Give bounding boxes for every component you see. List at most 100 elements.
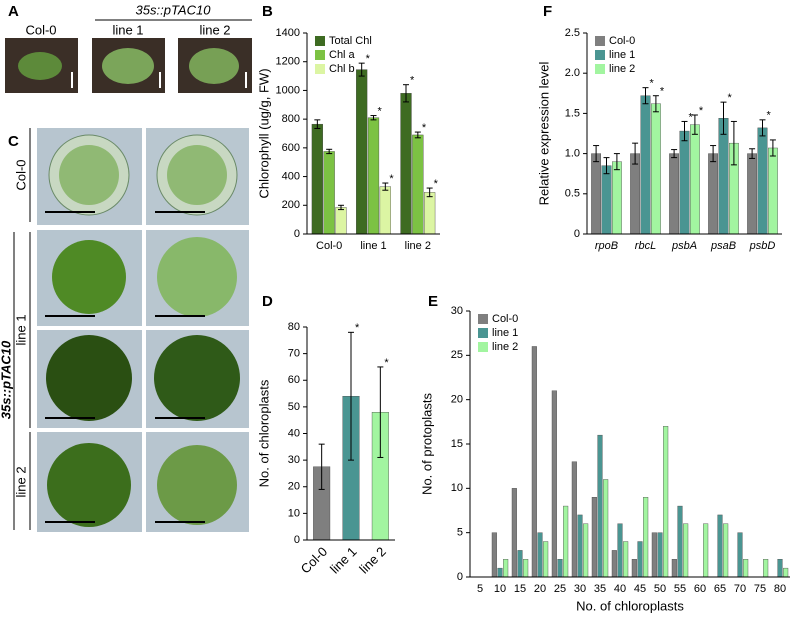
bar: [517, 550, 523, 578]
x-tick-label: line 2: [405, 240, 431, 252]
photo-label: 35s::pTAC10: [136, 2, 212, 17]
legend-label: line 1: [492, 327, 518, 339]
bar: [503, 559, 509, 578]
bar: [563, 505, 569, 578]
significance-mark: *: [366, 53, 371, 65]
x-tick-label: 40: [614, 583, 626, 595]
y-tick-label: 2.5: [565, 27, 580, 39]
x-tick-label: 15: [514, 583, 526, 595]
y-tick-label: 50: [288, 401, 300, 413]
bar: [424, 192, 436, 235]
legend-label: Col-0: [609, 35, 635, 47]
y-axis-label: Chlorophyll (ug/g, FW): [256, 68, 271, 198]
x-tick-label: 10: [494, 583, 506, 595]
panel-label: F: [543, 3, 552, 20]
bar: [367, 117, 380, 235]
y-tick-label: 800: [282, 113, 300, 125]
bar: [708, 153, 719, 235]
bar: [757, 127, 768, 235]
x-tick-label: rbcL: [635, 240, 656, 252]
x-tick-label: 55: [674, 583, 686, 595]
bar: [637, 541, 643, 578]
bar: [311, 123, 323, 235]
y-axis-label: Relative expression level: [536, 61, 551, 205]
bar: [671, 559, 677, 578]
legend-swatch: [595, 50, 605, 60]
y-tick-label: 20: [451, 394, 463, 406]
photo-label: Col-0: [25, 22, 56, 37]
y-tick-label: 5: [457, 527, 463, 539]
y-tick-label: 1.5: [565, 107, 580, 119]
bar: [583, 523, 589, 578]
significance-mark: *: [384, 357, 389, 369]
x-tick-label: 20: [534, 583, 546, 595]
x-tick-label: 50: [654, 583, 666, 595]
x-tick-label: 80: [774, 583, 786, 595]
bar: [643, 497, 649, 578]
bar: [651, 103, 661, 235]
panel-label: E: [428, 293, 438, 310]
photo-label: line 2: [13, 466, 28, 497]
legend-label: Chl a: [329, 49, 356, 61]
x-tick-label: 75: [754, 583, 766, 595]
bar: [379, 186, 391, 235]
significance-mark: *: [378, 105, 383, 117]
y-axis-label: No. of chloroplasts: [256, 379, 271, 487]
significance-mark: *: [410, 75, 415, 87]
bar: [543, 541, 549, 578]
y-tick-label: 2.0: [565, 67, 580, 79]
panel-a-photos: [5, 19, 252, 93]
x-axis-label: No. of chloroplasts: [576, 598, 684, 613]
x-tick-label: 25: [554, 583, 566, 595]
photo-label: 35s::pTAC10: [0, 340, 13, 419]
y-tick-label: 0: [574, 228, 580, 240]
bar: [577, 514, 583, 578]
y-tick-label: 1200: [276, 56, 300, 68]
significance-mark: *: [728, 92, 733, 104]
y-tick-label: 30: [451, 305, 463, 317]
x-tick-label: 60: [694, 583, 706, 595]
y-tick-label: 70: [288, 348, 300, 360]
y-tick-label: 10: [288, 507, 300, 519]
y-tick-label: 30: [288, 454, 300, 466]
bar: [690, 124, 700, 235]
legend-swatch: [478, 342, 488, 352]
x-tick-label: line 2: [356, 544, 389, 577]
y-tick-label: 25: [451, 349, 463, 361]
x-tick-label: 45: [634, 583, 646, 595]
bar: [763, 559, 769, 578]
bar: [591, 153, 602, 235]
x-tick-label: Col-0: [298, 544, 331, 577]
x-tick-label: line 1: [360, 240, 386, 252]
bar: [677, 505, 683, 578]
significance-mark: *: [660, 86, 665, 98]
legend-label: Total Chl: [329, 35, 372, 47]
bar: [631, 559, 637, 578]
y-tick-label: 0.5: [565, 188, 580, 200]
x-tick-label: 65: [714, 583, 726, 595]
y-tick-label: 0: [294, 534, 300, 546]
photo-label: Col-0: [13, 159, 28, 190]
bar: [737, 532, 743, 578]
y-tick-label: 200: [282, 199, 300, 211]
y-tick-label: 80: [288, 321, 300, 333]
y-tick-label: 0: [294, 228, 300, 240]
y-tick-label: 40: [288, 427, 300, 439]
significance-mark: *: [689, 111, 694, 123]
bar: [783, 567, 789, 578]
x-tick-label: Col-0: [316, 240, 342, 252]
x-tick-label: psbA: [671, 240, 697, 252]
bar: [768, 147, 778, 235]
y-tick-label: 1.0: [565, 148, 580, 160]
bar: [777, 559, 783, 578]
photo-label: line 1: [13, 314, 28, 345]
x-tick-label: psaB: [710, 240, 736, 252]
y-tick-label: 1400: [276, 27, 300, 39]
bar: [717, 514, 723, 578]
bar: [630, 153, 641, 235]
legend-swatch: [478, 328, 488, 338]
significance-mark: *: [650, 78, 655, 90]
bar: [551, 390, 557, 578]
legend-swatch: [315, 36, 325, 46]
y-tick-label: 1000: [276, 84, 300, 96]
